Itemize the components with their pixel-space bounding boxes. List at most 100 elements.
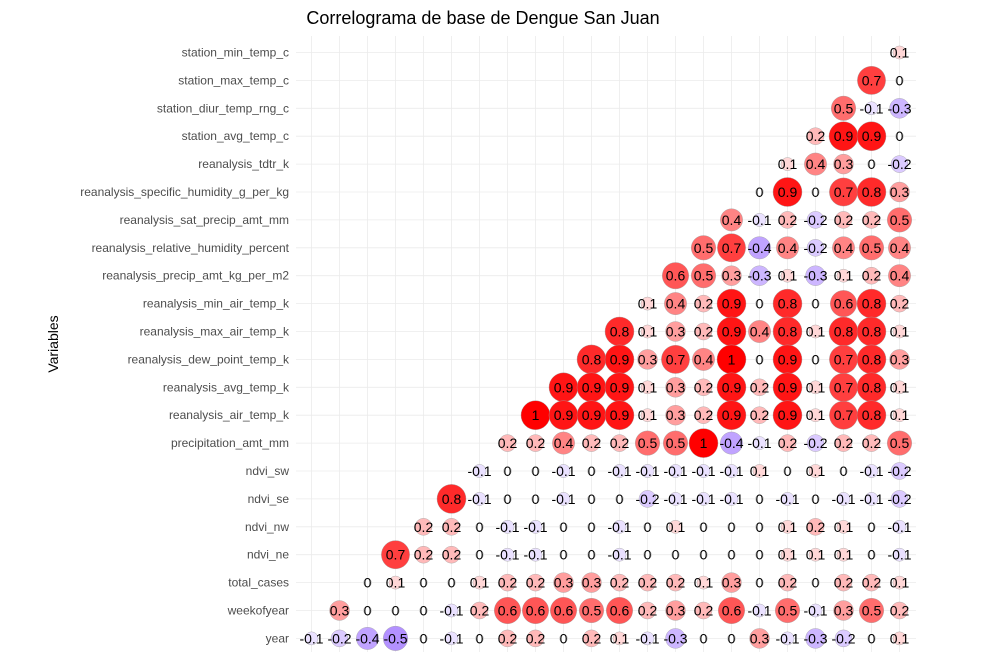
correlation-cell — [811, 187, 820, 197]
correlation-value-label: 0 — [700, 630, 708, 646]
correlation-value-label: 0 — [812, 491, 820, 507]
correlation-value-label: -0.3 — [747, 268, 771, 284]
correlation-value-label: 0 — [812, 296, 820, 312]
correlation-value-label: 0.1 — [806, 547, 826, 563]
correlation-value-label: 0.8 — [442, 491, 462, 507]
correlation-cell — [889, 98, 910, 119]
correlation-value-label: 0.4 — [694, 351, 714, 367]
correlation-cell — [811, 299, 820, 308]
correlation-value-label: 0.2 — [610, 575, 630, 591]
y-tick-label: reanalysis_precip_amt_kg_per_m2 — [102, 269, 289, 283]
correlation-cell — [640, 631, 655, 646]
correlation-cell — [612, 520, 627, 534]
correlation-value-label: 0 — [448, 575, 456, 591]
correlation-value-label: 0.7 — [834, 184, 854, 200]
correlation-cell — [531, 494, 540, 504]
correlation-value-label: 0.1 — [834, 268, 854, 284]
correlation-value-label: -0.2 — [887, 491, 911, 507]
correlation-value-label: 1 — [700, 435, 708, 451]
correlation-cell — [475, 634, 484, 643]
correlation-value-label: -0.1 — [635, 463, 659, 479]
correlation-value-label: -0.3 — [887, 100, 911, 116]
y-tick-label: reanalysis_min_air_temp_k — [143, 297, 290, 311]
correlation-value-label: -0.1 — [803, 603, 827, 619]
correlation-value-label: 0 — [728, 630, 736, 646]
correlation-value-label: 0.8 — [862, 407, 882, 423]
correlation-value-label: 0 — [756, 547, 764, 563]
correlation-value-label: 0.2 — [778, 212, 798, 228]
correlation-cell — [615, 494, 624, 504]
correlation-cell — [892, 324, 907, 339]
correlation-cell — [699, 522, 708, 531]
correlation-cell — [776, 236, 799, 260]
correlation-cell — [635, 430, 660, 456]
correlation-value-label: 0.5 — [890, 435, 910, 451]
correlation-cell — [442, 546, 461, 564]
correlation-cell — [755, 550, 764, 559]
correlation-cell — [587, 466, 596, 476]
correlation-value-label: 0.2 — [890, 296, 910, 312]
correlation-cell — [526, 434, 545, 452]
correlation-value-label: 0.2 — [750, 379, 770, 395]
correlation-cell — [808, 603, 823, 618]
correlation-cell — [526, 629, 545, 648]
correlation-value-label: -0.1 — [691, 491, 715, 507]
correlation-cell — [862, 573, 881, 592]
correlation-cell — [559, 522, 568, 531]
correlation-cell — [665, 628, 686, 649]
correlation-cell — [531, 466, 540, 476]
correlation-cell — [662, 262, 689, 290]
correlation-cell — [892, 408, 907, 422]
correlation-value-label: 0.2 — [582, 630, 602, 646]
correlation-cell — [472, 575, 487, 590]
correlation-value-label: 0.9 — [722, 296, 742, 312]
correlation-value-label: 0.2 — [834, 435, 854, 451]
correlation-cell — [694, 378, 713, 396]
correlation-cell — [805, 265, 826, 286]
correlation-cell — [727, 522, 736, 531]
correlation-value-label: 0.1 — [610, 630, 630, 646]
y-tick-label: station_min_temp_c — [182, 46, 289, 60]
correlation-cell — [587, 494, 596, 504]
correlation-value-label: 0.5 — [666, 435, 686, 451]
correlation-cell — [604, 400, 635, 430]
correlation-value-label: -0.1 — [859, 100, 883, 116]
correlation-value-label: 0.3 — [834, 156, 854, 172]
correlation-cell — [666, 573, 685, 592]
correlation-value-label: 0 — [616, 491, 624, 507]
correlation-cell — [859, 598, 884, 623]
correlation-value-label: 0.1 — [778, 547, 798, 563]
correlation-cell — [806, 239, 825, 257]
correlation-value-label: -0.1 — [719, 491, 743, 507]
correlation-value-label: 0.2 — [806, 128, 826, 144]
correlation-cell — [363, 578, 372, 587]
correlation-cell — [503, 466, 512, 476]
correlation-cell — [363, 606, 372, 615]
correlation-value-label: -0.1 — [607, 519, 631, 535]
correlation-cell — [887, 430, 912, 456]
correlation-cell — [834, 434, 853, 452]
correlation-value-label: 0 — [756, 184, 764, 200]
correlation-value-label: 0.2 — [750, 407, 770, 423]
correlation-value-label: 0.9 — [610, 379, 630, 395]
correlation-cell — [805, 628, 826, 649]
correlation-cell — [833, 600, 854, 621]
correlation-cell — [329, 600, 350, 621]
correlation-cell — [780, 268, 795, 283]
correlation-cell — [612, 464, 627, 478]
correlation-cell — [559, 550, 568, 559]
correlation-cell — [665, 377, 686, 398]
correlation-cell — [694, 322, 713, 341]
correlation-value-label: -0.2 — [803, 240, 827, 256]
correlation-cell — [383, 625, 408, 651]
y-tick-label: reanalysis_air_temp_k — [169, 408, 290, 422]
correlation-cell — [716, 400, 747, 430]
correlation-value-label: -0.2 — [635, 491, 659, 507]
correlation-value-label: 0.1 — [638, 296, 658, 312]
correlation-value-label: 0.1 — [806, 407, 826, 423]
correlation-value-label: 0 — [476, 519, 484, 535]
y-tick-labels: station_min_temp_c station_max_temp_cstat… — [80, 46, 290, 646]
y-tick-label: reanalysis_dew_point_temp_k — [128, 352, 290, 366]
correlation-cell — [699, 550, 708, 559]
correlation-value-label: -0.1 — [495, 547, 519, 563]
